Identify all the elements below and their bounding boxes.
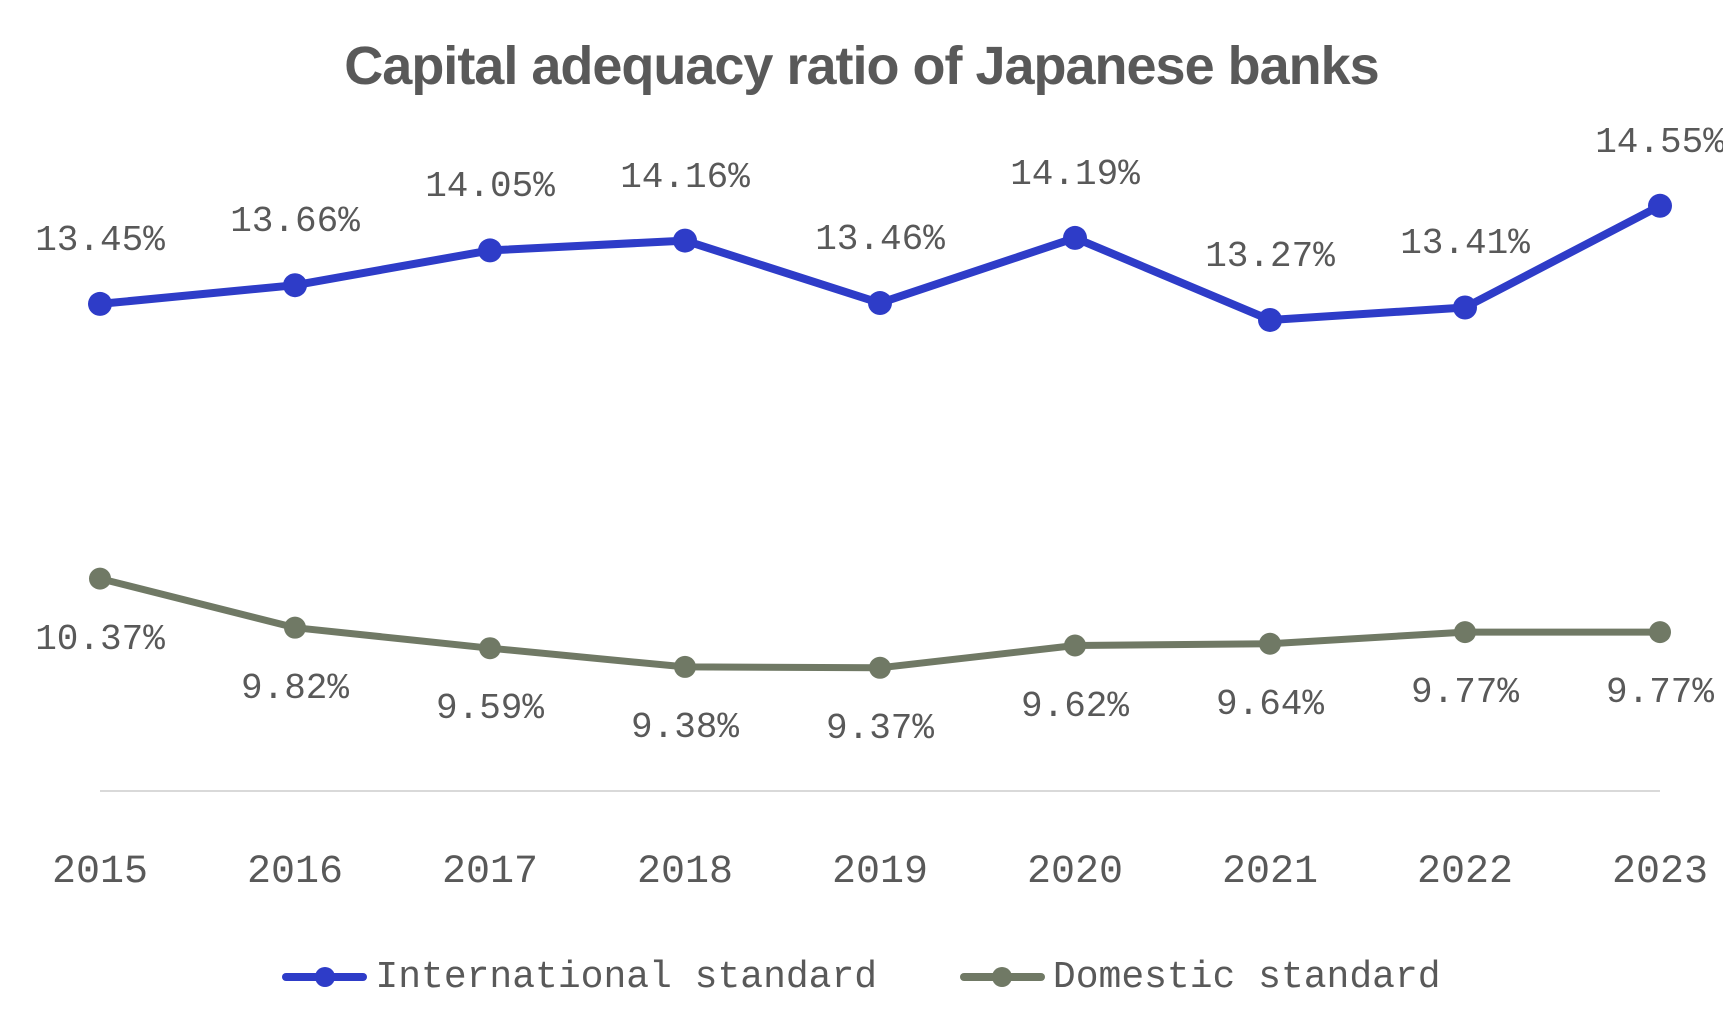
series-0-label-0: 13.45% bbox=[35, 220, 165, 261]
series-1-label-7: 9.77% bbox=[1411, 672, 1519, 713]
series-0-marker-1 bbox=[283, 273, 307, 297]
x-tick-2021: 2021 bbox=[1222, 850, 1318, 895]
series-1-marker-4 bbox=[869, 657, 891, 679]
x-tick-2020: 2020 bbox=[1027, 850, 1123, 895]
series-1-label-1: 9.82% bbox=[241, 668, 349, 709]
legend-swatch-domestic bbox=[960, 973, 1045, 981]
plot-area: 13.45%13.66%14.05%14.16%13.46%14.19%13.2… bbox=[100, 130, 1660, 790]
series-0-marker-8 bbox=[1648, 194, 1672, 218]
legend: International standard Domestic standard bbox=[0, 950, 1723, 999]
x-tick-2022: 2022 bbox=[1417, 850, 1513, 895]
series-0-label-6: 13.27% bbox=[1205, 236, 1335, 277]
x-axis-line bbox=[100, 790, 1660, 792]
legend-label-domestic: Domestic standard bbox=[1053, 956, 1441, 999]
series-1-label-2: 9.59% bbox=[436, 688, 544, 729]
series-0-marker-4 bbox=[868, 291, 892, 315]
series-1-label-6: 9.64% bbox=[1216, 684, 1324, 725]
legend-item-domestic: Domestic standard bbox=[960, 956, 1441, 999]
series-0-marker-5 bbox=[1063, 226, 1087, 250]
series-0-label-4: 13.46% bbox=[815, 219, 945, 260]
chart-title: Capital adequacy ratio of Japanese banks bbox=[0, 35, 1723, 97]
series-1-marker-2 bbox=[479, 637, 501, 659]
legend-swatch-international bbox=[282, 973, 367, 981]
x-tick-2016: 2016 bbox=[247, 850, 343, 895]
series-1-label-4: 9.37% bbox=[826, 708, 934, 749]
series-0-marker-7 bbox=[1453, 295, 1477, 319]
legend-label-international: International standard bbox=[375, 956, 877, 999]
series-0-marker-6 bbox=[1258, 308, 1282, 332]
series-1-label-3: 9.38% bbox=[631, 707, 739, 748]
series-1-label-5: 9.62% bbox=[1021, 686, 1129, 727]
series-1-marker-3 bbox=[674, 656, 696, 678]
series-0-label-2: 14.05% bbox=[425, 166, 555, 207]
series-1-label-8: 9.77% bbox=[1606, 672, 1714, 713]
series-0-label-5: 14.19% bbox=[1010, 154, 1140, 195]
x-tick-2017: 2017 bbox=[442, 850, 538, 895]
legend-marker-international bbox=[315, 967, 335, 987]
series-0-marker-2 bbox=[478, 238, 502, 262]
x-tick-2018: 2018 bbox=[637, 850, 733, 895]
series-1-marker-1 bbox=[284, 617, 306, 639]
series-0-label-3: 14.16% bbox=[620, 157, 750, 198]
series-0-label-8: 14.55% bbox=[1595, 122, 1723, 163]
series-1-marker-5 bbox=[1064, 635, 1086, 657]
series-1-marker-7 bbox=[1454, 621, 1476, 643]
series-0-marker-3 bbox=[673, 229, 697, 253]
series-0-marker-0 bbox=[88, 292, 112, 316]
series-1-label-0: 10.37% bbox=[35, 619, 165, 660]
legend-marker-domestic bbox=[992, 967, 1012, 987]
series-1-marker-0 bbox=[89, 568, 111, 590]
series-1-marker-8 bbox=[1649, 621, 1671, 643]
series-1-marker-6 bbox=[1259, 633, 1281, 655]
legend-item-international: International standard bbox=[282, 956, 877, 999]
x-tick-2019: 2019 bbox=[832, 850, 928, 895]
series-line-1 bbox=[100, 579, 1660, 668]
line-chart: Capital adequacy ratio of Japanese banks… bbox=[0, 0, 1723, 1031]
x-tick-2015: 2015 bbox=[52, 850, 148, 895]
x-tick-2023: 2023 bbox=[1612, 850, 1708, 895]
series-0-label-1: 13.66% bbox=[230, 201, 360, 242]
series-0-label-7: 13.41% bbox=[1400, 223, 1530, 264]
